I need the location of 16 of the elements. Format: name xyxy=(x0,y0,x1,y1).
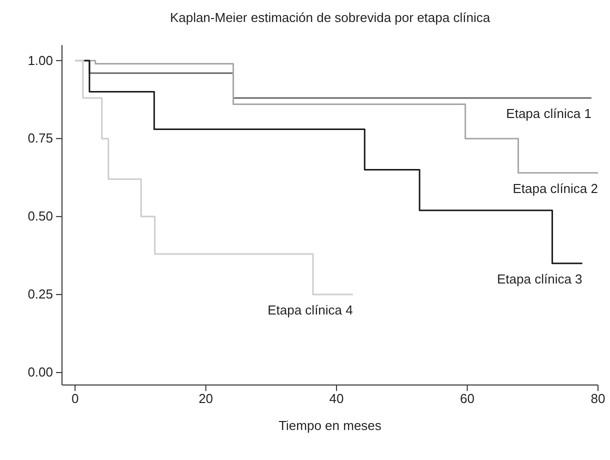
y-tick-label: 1.00 xyxy=(28,52,53,68)
x-tick-label: 60 xyxy=(460,391,475,406)
y-tick-label: 0.25 xyxy=(28,286,53,302)
series-label: Etapa clínica 1 xyxy=(506,106,592,122)
y-tick-label: 0.00 xyxy=(28,364,53,380)
series-label: Etapa clínica 3 xyxy=(497,271,582,286)
x-axis-title: Tiempo en meses xyxy=(278,418,382,433)
x-tick-label: 20 xyxy=(198,391,214,406)
x-tick-label: 80 xyxy=(590,391,606,406)
series-label: Etapa clínica 2 xyxy=(512,180,598,196)
series-label: Etapa clínica 4 xyxy=(268,302,353,318)
x-tick-label: 40 xyxy=(329,391,344,406)
chart-title: Kaplan-Meier estimación de sobrevida por etapa clínica xyxy=(170,10,491,25)
x-tick-label: 0 xyxy=(71,391,79,406)
y-tick-label: 0.75 xyxy=(28,130,53,146)
y-tick-label: 0.50 xyxy=(28,208,53,224)
